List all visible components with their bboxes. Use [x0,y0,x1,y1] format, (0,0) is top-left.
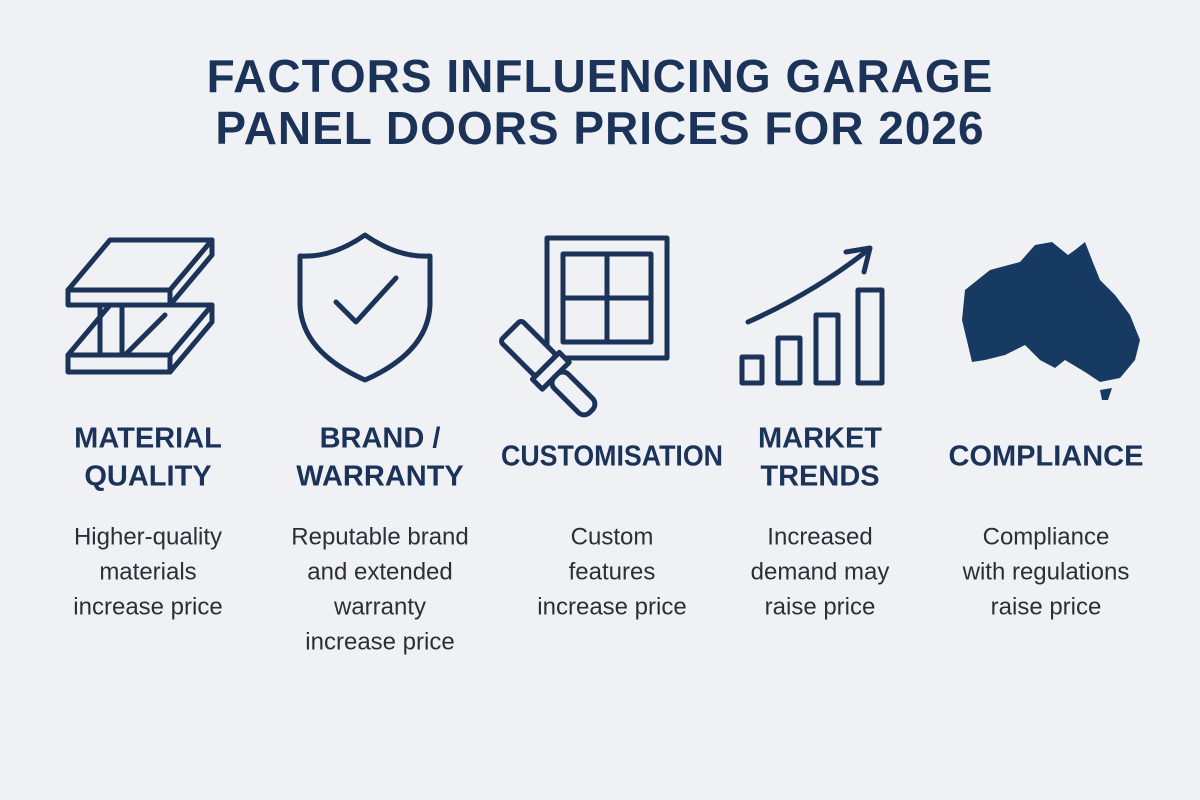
factor-description: Reputable brand [291,523,468,550]
factor-description: increase price [73,593,222,620]
factor-heading: WARRANTY [296,461,464,493]
factor-heading: CUSTOMISATION [501,441,723,473]
factor-heading: MATERIAL [74,423,222,455]
icon-window-brush [499,235,670,418]
factor-description: demand may [751,558,890,585]
factor-description: raise price [991,593,1102,620]
factor-description: increase price [305,628,454,655]
factor-description: with regulations [962,558,1130,585]
factor-description: warranty [333,593,426,620]
factor-description: features [569,558,656,585]
factor-description: Higher-quality [74,523,222,550]
factor-description: materials [99,558,196,585]
factor-heading: MARKET [758,423,882,455]
factor-description: Increased [767,523,872,550]
title: PANEL DOORS PRICES FOR 2026 [215,102,984,154]
factor-description: Custom [571,523,654,550]
factor-description: Compliance [983,523,1110,550]
factor-description: and extended [307,558,452,585]
icon-beam [65,237,215,375]
factor-description: raise price [765,593,876,620]
factor-heading: BRAND / [320,423,441,455]
factor-heading: QUALITY [84,461,211,493]
factor-heading: COMPLIANCE [949,441,1144,473]
icon-australia [962,242,1140,400]
icon-shield [297,232,433,383]
factor-heading: TRENDS [760,461,879,493]
icon-trend [739,245,885,386]
factor-description: increase price [537,593,686,620]
title: FACTORS INFLUENCING GARAGE [207,50,994,102]
